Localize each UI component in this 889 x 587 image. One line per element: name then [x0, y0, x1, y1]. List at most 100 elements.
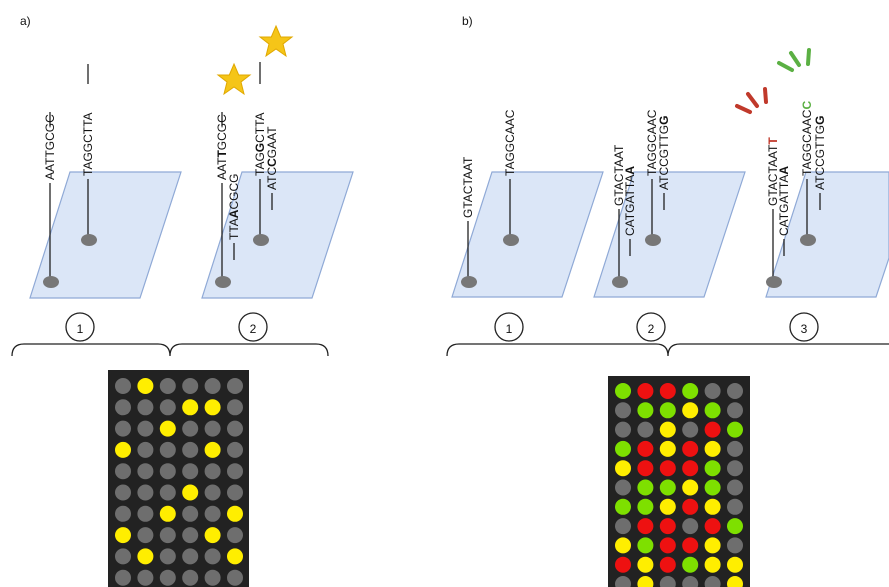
sequence-part: A — [227, 209, 241, 218]
array-spot — [727, 460, 743, 477]
site-number: 3 — [801, 322, 808, 336]
array-spot — [227, 441, 243, 458]
sequence: TAGGCTTA — [81, 112, 95, 176]
array-spot — [637, 576, 654, 587]
array-spot — [615, 518, 631, 535]
probe-spot — [800, 234, 816, 246]
array-spot — [682, 479, 699, 496]
array-spot — [115, 399, 131, 416]
sequence-part: ATCCGTTG — [813, 125, 827, 190]
array-spot — [159, 420, 176, 437]
array-spot — [704, 556, 721, 573]
array-spot — [637, 556, 654, 573]
signal-dash — [746, 92, 759, 108]
array-spot — [137, 569, 154, 586]
array-spot — [727, 537, 743, 554]
array-spot — [615, 537, 631, 554]
array-spot — [659, 421, 676, 438]
sequence-part: T — [766, 137, 780, 145]
array-spot — [227, 378, 243, 394]
array-spot — [704, 518, 721, 535]
sequence-part: T — [215, 150, 229, 158]
sequence: TAGGCTTA — [253, 112, 267, 176]
array-spot — [159, 441, 176, 458]
array-spot — [659, 383, 676, 399]
array-spot — [182, 569, 199, 586]
microarray — [608, 376, 750, 587]
star — [216, 62, 252, 96]
array-spot — [204, 378, 221, 394]
array-spot — [727, 498, 743, 515]
sequence-part: GTACTAAT — [612, 144, 626, 206]
probe-spot — [253, 234, 269, 246]
array-spot — [659, 440, 676, 457]
sequence: TAGGCAAC — [503, 109, 517, 176]
sequence: CATGATTAA — [777, 166, 791, 236]
sequence: AATTGCGC — [215, 114, 229, 180]
sequence-part: AAT — [215, 157, 229, 180]
array-spot — [159, 484, 176, 501]
site-number: 2 — [648, 322, 655, 336]
array-spot — [137, 420, 154, 437]
sequence: CATGATTAA — [623, 166, 637, 236]
array-spot — [137, 441, 154, 458]
microarray — [108, 370, 249, 587]
array-spot — [704, 383, 721, 399]
brace — [446, 343, 889, 357]
array-spot — [204, 463, 221, 480]
probe-spot — [645, 234, 661, 246]
array-spot — [682, 498, 699, 515]
array-spot — [615, 479, 631, 496]
site-circle — [494, 312, 524, 342]
array-spot — [615, 421, 631, 438]
sequence: TAGGCAAC — [645, 109, 659, 176]
sequence: GTACTAAT — [612, 144, 626, 206]
site-circle — [789, 312, 819, 342]
sequence-part: TAGGCAAC — [645, 109, 659, 176]
array-spot — [137, 484, 154, 501]
sequence-part: AATTGCGC — [43, 114, 57, 180]
array-spot — [615, 576, 631, 587]
array-spot — [727, 402, 743, 419]
array-spot — [615, 383, 631, 399]
probe-spot — [81, 234, 97, 246]
array-spot — [682, 556, 699, 573]
sequence-part: GAAT — [265, 126, 279, 158]
site-number: 2 — [250, 322, 257, 336]
sequence: ATCCGAAT — [265, 126, 279, 190]
probe-spot — [43, 276, 59, 288]
array-spot — [227, 569, 243, 586]
array-spot — [204, 484, 221, 501]
array-spot — [227, 505, 243, 522]
probe-spot — [215, 276, 231, 288]
probe-spot — [461, 276, 477, 288]
sequence-part: CATGATTA — [623, 175, 637, 236]
array-spot — [182, 399, 199, 416]
array-spot — [137, 505, 154, 522]
array-spot — [182, 441, 199, 458]
array-spot — [115, 527, 131, 544]
array-spot — [615, 402, 631, 419]
array-spot — [704, 479, 721, 496]
site-circle — [238, 312, 268, 342]
panel-label: b) — [462, 14, 473, 28]
array-spot — [182, 484, 199, 501]
array-spot — [704, 537, 721, 554]
array-spot — [159, 463, 176, 480]
array-spot — [704, 498, 721, 515]
sequence: TAGGCAACC — [800, 101, 814, 176]
array-spot — [227, 527, 243, 544]
sequence-part: GCGC — [215, 114, 229, 150]
array-spot — [615, 440, 631, 457]
sequence: AATTGCGC — [43, 114, 57, 180]
array-spot — [659, 576, 676, 587]
sequence-part: CGCG — [227, 174, 241, 210]
sequence-part: CATGATTA — [777, 175, 791, 236]
sequence-part: G — [253, 143, 267, 152]
sequence-part: TAG — [253, 152, 267, 176]
array-spot — [659, 402, 676, 419]
array-spot — [204, 441, 221, 458]
sequence-part: GTACTAAT — [766, 144, 780, 206]
array-spot — [727, 383, 743, 399]
array-spot — [659, 498, 676, 515]
